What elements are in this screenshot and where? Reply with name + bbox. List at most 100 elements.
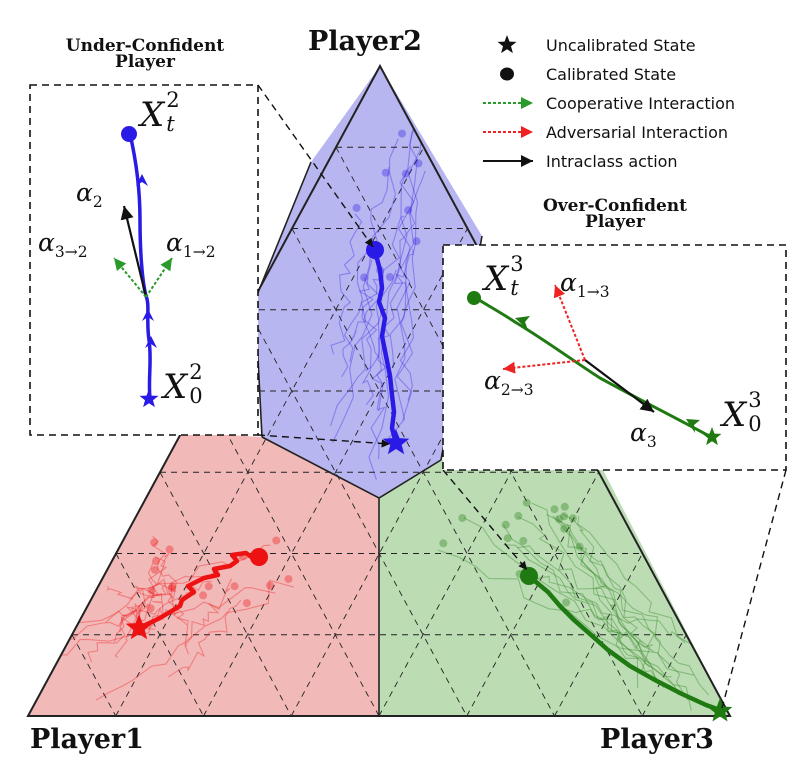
calibrated-state-player2 [366, 241, 384, 259]
background-calibrated-state [514, 511, 523, 520]
background-trajectory [107, 582, 177, 600]
background-trajectory [167, 599, 242, 678]
legend-intraclass-label: Intraclass action [546, 152, 678, 171]
background-calibrated-state [555, 515, 564, 523]
background-trajectory [343, 166, 390, 363]
over-confident-title-line2: Player [585, 212, 645, 232]
background-trajectory [518, 516, 654, 652]
background-calibrated-state [360, 273, 369, 282]
background-calibrated-state [522, 498, 531, 507]
background-calibrated-state [272, 536, 281, 545]
legend-uncalibrated-label: Uncalibrated State [546, 36, 696, 55]
background-calibrated-state [266, 581, 274, 590]
background-calibrated-state [414, 159, 423, 168]
background-calibrated-state [501, 520, 510, 529]
label-alpha-2-to-3: α2→3 [484, 366, 534, 399]
background-calibrated-state [560, 502, 569, 511]
background-calibrated-state [152, 557, 160, 566]
uncalibrated-state-icon [139, 389, 159, 408]
legend-adversarial-label: Adversarial Interaction [546, 123, 729, 142]
legend-star-icon [497, 35, 517, 54]
legend-calibrated-label: Calibrated State [546, 65, 677, 84]
background-trajectory [154, 556, 190, 655]
background-trajectory [115, 596, 156, 645]
background-trajectory [566, 523, 710, 696]
grid-line [159, 472, 292, 716]
background-trajectory [517, 545, 651, 668]
intraclass-arrow [120, 205, 148, 298]
uncalibrated-state-player3 [707, 698, 733, 722]
background-trajectory [185, 578, 233, 647]
background-calibrated-state [230, 582, 239, 591]
background-trajectory [556, 516, 689, 701]
background-trajectory [329, 215, 405, 427]
under-confident-title-line1: Under-Confident [65, 36, 225, 56]
under-confident-title: Under-Confident Player [34, 36, 256, 72]
background-calibrated-state [398, 129, 406, 138]
direction-arrowhead [515, 316, 530, 330]
direction-arrowhead [145, 336, 157, 348]
player3-label: Player3 [600, 724, 714, 755]
background-trajectory [368, 120, 417, 480]
background-trajectory [531, 502, 692, 711]
background-trajectory [437, 549, 694, 676]
background-calibrated-state [150, 565, 159, 574]
over-confident-title-line1: Over-Confident [542, 196, 688, 216]
background-trajectories [51, 87, 725, 711]
background-calibrated-state [381, 168, 390, 177]
background-calibrated-state [284, 575, 293, 584]
calibrated-state-player1 [250, 548, 268, 566]
inset-under-confident-box [29, 84, 259, 436]
background-trajectory [396, 115, 425, 421]
player1-label: Player1 [30, 724, 144, 755]
region-player1 [28, 432, 379, 716]
inset-over-confident-box [442, 244, 787, 471]
adversarial-arrow [553, 284, 586, 361]
background-calibrated-state [146, 604, 155, 613]
trajectory-player1 [125, 548, 268, 640]
background-calibrated-state [439, 539, 448, 548]
background-calibrated-state [413, 107, 422, 115]
background-trajectory [114, 553, 170, 658]
uncalibrated-state-icon [702, 427, 722, 446]
player2-label: Player2 [308, 26, 422, 57]
legend [483, 35, 533, 167]
cooperative-arrow [113, 257, 147, 298]
uncalibrated-state-player1 [125, 614, 153, 640]
background-calibrated-state [352, 203, 361, 212]
background-trajectory [559, 606, 654, 650]
background-calibrated-state [560, 524, 569, 533]
over-confident-title: Over-Confident Player [500, 196, 730, 232]
background-calibrated-state [150, 538, 159, 547]
background-calibrated-state [414, 87, 423, 95]
region-player2 [255, 66, 482, 498]
background-calibrated-state [386, 273, 394, 281]
uncalibrated-state-player2 [382, 429, 410, 455]
background-trajectory [358, 277, 384, 412]
background-trajectory [341, 276, 380, 378]
background-calibrated-state [550, 505, 559, 514]
under-confident-title-line2: Player [115, 52, 175, 72]
label-alpha-3: α3 [630, 418, 657, 451]
inset-over-confident [442, 244, 787, 471]
background-calibrated-state [199, 591, 208, 600]
background-calibrated-state [575, 542, 584, 551]
grid-line [71, 634, 117, 716]
background-trajectory [546, 514, 651, 671]
label-alpha-3-to-2: α3→2 [38, 228, 88, 261]
label-alpha-2: α2 [76, 178, 103, 211]
legend-dot-icon [500, 67, 514, 81]
background-calibrated-state [404, 206, 413, 215]
background-trajectory [398, 165, 415, 401]
intraclass-arrow [584, 359, 655, 413]
calibrated-state-icon [121, 126, 137, 142]
grid-line [203, 228, 468, 716]
simplex-regions [28, 66, 730, 716]
grid-line [466, 472, 600, 716]
background-trajectory [361, 259, 382, 406]
background-trajectory [503, 544, 665, 689]
background-trajectory [580, 549, 639, 689]
